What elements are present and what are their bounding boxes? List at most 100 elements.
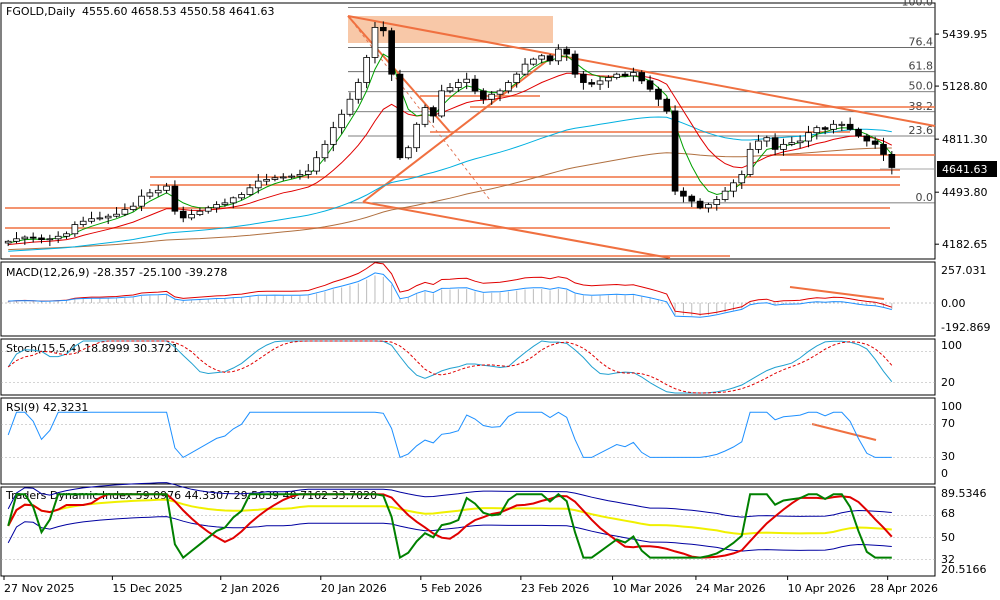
rsi-label: RSI(9) 42.3231 [6,401,88,414]
price-tick-label: 4182.65 [942,238,988,251]
candle-bull [146,192,154,197]
candle-bear [580,73,587,83]
candle-bear [663,98,671,112]
rsi-axis: 100 70 30 0 [941,400,962,480]
candle-bull [304,170,312,175]
candle-bear [379,26,387,32]
candle-bull [438,90,445,117]
fib-level-label: 100.0 [902,0,934,8]
candle-bear [480,90,487,100]
tdi-tick-32: 32 [941,553,955,566]
rsi-tick-70: 70 [941,417,955,430]
candle-bull [713,199,721,205]
candle-bull [513,73,521,83]
candle-bull [538,55,546,60]
candle-bull [446,87,454,92]
moving-averages [8,53,893,252]
candle-bull [88,218,95,222]
current-price-box [937,161,997,177]
candle-bear [29,236,37,239]
candle-bear [563,48,571,55]
candle-bear [821,127,829,130]
candle-bull [121,209,129,215]
time-tick-label: 27 Nov 2025 [4,582,74,595]
candle-bull [730,182,737,192]
candle-bull [555,48,562,62]
candle-bear [688,195,696,202]
candle-bull [246,187,254,195]
stochastic-panel: Stoch(15,5,4) 18.8999 30.3721 [1,340,935,394]
candle-bear [680,190,687,197]
stoch-main-line [7,340,893,394]
candle-bull [488,93,496,100]
rsi-tick-0: 0 [941,467,948,480]
candle-bull [263,179,270,182]
tdi-axis: 89.5346 68 50 32 20.5166 [941,487,987,576]
candle-bull [363,57,370,83]
candle-bull [738,174,746,184]
rsi-panel: RSI(9) 42.3231 [1,401,935,459]
candle-bull [96,217,104,220]
candle-bull [521,63,529,75]
candle-bull [755,140,762,150]
candle-bull [21,236,29,240]
candle-bear [396,73,404,159]
macd-signal-line [8,262,892,315]
candle-bull [805,132,812,142]
candle-bear [871,140,879,145]
candle-bull [705,204,712,209]
candle-bear [546,55,554,62]
tdi-label: Traders Dynamic Index 59.0976 44.3307 29… [5,489,377,502]
macd-tick-zero: 0.00 [941,297,966,310]
macd-tick-top: 257.031 [941,264,987,277]
candle-bear [38,237,45,241]
candle-bull [154,189,162,194]
candle-bull [746,148,754,175]
candle-bear [588,82,596,85]
trendline-b [362,59,549,203]
price-panel-frame [0,2,936,260]
ma-mid-line [8,72,893,246]
current-price-label: 4641.63 [942,163,988,176]
fib-level-label: 0.0 [916,191,934,204]
candle-bull [605,77,612,82]
price-axis: 5439.95 5128.80 4811.30 4493.80 4182.65 [935,28,988,251]
fib-levels: 100.076.461.850.038.223.60.0 [348,0,935,204]
candles [4,21,896,247]
fib-level-label: 23.6 [909,124,934,137]
macd-panel: MACD(12,26,9) -28.357 -25.100 -39.278 [1,262,935,318]
candle-bull [721,190,729,200]
candle-bull [505,82,512,92]
candle-bear [671,110,679,192]
candle-bull [530,58,537,65]
candle-bear [646,80,654,90]
candle-bull [163,185,170,191]
fibonacci-drawing: 100.076.461.850.038.223.60.0 [347,0,935,204]
time-tick-label: 23 Feb 2026 [521,582,589,595]
trendline-lower [362,201,671,259]
tdi-tick-top: 89.5346 [941,487,987,500]
candle-bull [813,127,821,134]
chart-header-ohlc: 4555.60 4658.53 4550.58 4641.63 [82,5,274,18]
candle-bull [238,194,245,199]
fib-level-label: 50.0 [909,80,934,93]
macd-divergence-line [789,286,885,300]
ma-slow-line [8,116,892,252]
candle-bear [571,53,579,75]
tdi-tick-bottom: 20.5166 [941,563,987,576]
candle-bull [313,157,320,172]
candle-bull [296,174,304,177]
candle-bull [63,233,70,237]
candle-bear [855,128,862,137]
candle-bear [880,143,887,155]
price-tick-label: 5439.95 [942,28,988,41]
candle-bull [496,90,504,95]
candle-bull [279,176,287,179]
time-tick-label: 20 Jan 2026 [321,582,387,595]
candle-bear [655,88,662,100]
candle-bull [321,143,329,159]
candle-bear [171,185,179,212]
time-tick-label: 28 Apr 2026 [870,582,938,595]
rsi-line [7,411,892,459]
candle-bear [638,72,646,82]
